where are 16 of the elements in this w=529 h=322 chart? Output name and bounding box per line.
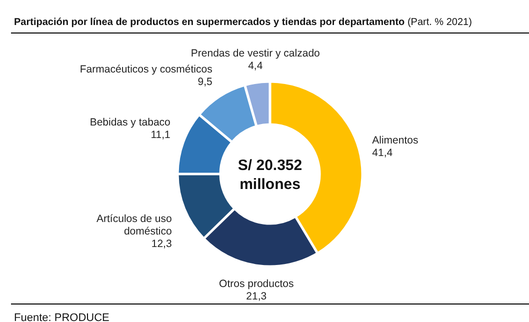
slice-label: Alimentos: [372, 134, 418, 146]
data-label: 12,3: [151, 238, 172, 250]
slice-label: Otros productos: [219, 278, 294, 290]
chart-title: Partipación por línea de productos en supermercados y tiendas por departamento: [14, 17, 405, 28]
slice-label: Artículos de uso doméstico: [96, 212, 172, 238]
data-label: 11,1: [150, 128, 171, 141]
data-label: 41,4: [372, 146, 393, 159]
data-label: 21,3: [246, 290, 267, 303]
source-note: Fuente: PRODUCE: [14, 312, 110, 322]
text: (Part. % 2021): [404, 17, 472, 28]
data-label: 4,4: [248, 60, 263, 72]
text: S/ 20.352 millones: [238, 157, 302, 193]
slice-label: Bebidas y tabaco: [90, 116, 171, 128]
slice-label: Farmacéuticos y cosméticos: [80, 64, 212, 76]
slice-label: Prendas de vestir y calzado: [190, 48, 320, 60]
data-label: 9,5: [198, 76, 213, 88]
